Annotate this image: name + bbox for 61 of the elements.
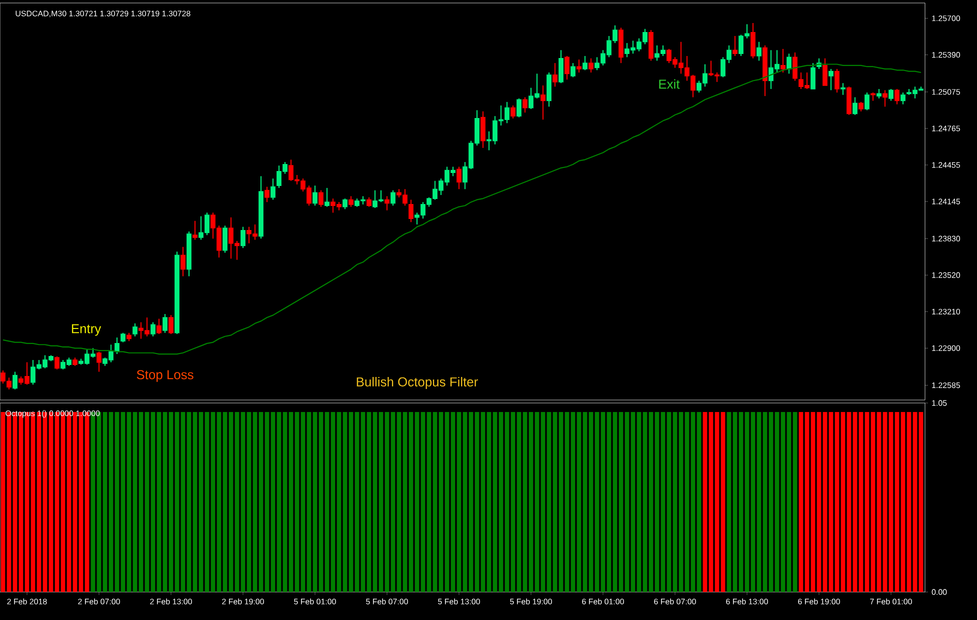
candlestick <box>312 185 318 206</box>
candlestick <box>390 190 396 206</box>
candlestick <box>780 48 786 73</box>
annotation: Entry <box>72 324 102 336</box>
candlestick <box>324 187 330 208</box>
candlestick <box>588 58 594 73</box>
candlestick <box>810 62 816 90</box>
candlestick <box>132 322 138 337</box>
candlestick <box>342 198 348 210</box>
candlestick <box>864 92 870 111</box>
candlestick <box>558 50 564 84</box>
candlestick <box>552 62 558 88</box>
candlestick <box>840 82 846 96</box>
candlestick <box>858 101 864 112</box>
candlestick <box>120 332 126 343</box>
candlestick <box>168 314 174 335</box>
candlestick <box>570 62 576 78</box>
candlestick <box>180 246 186 277</box>
annotation: Exit <box>659 79 680 89</box>
candlestick <box>576 59 582 73</box>
candlestick <box>150 322 156 337</box>
candlestick <box>516 98 522 118</box>
annotation: Stop Loss <box>136 370 194 382</box>
candlestick <box>96 351 102 372</box>
candlestick <box>822 58 828 86</box>
candlestick <box>240 226 246 249</box>
candlestick <box>522 96 528 114</box>
candlestick <box>192 220 198 240</box>
candlestick <box>888 88 894 102</box>
candlestick <box>750 22 756 59</box>
candlestick <box>54 356 60 370</box>
candlestick <box>162 314 168 334</box>
candlestick <box>900 92 906 105</box>
candlestick <box>222 225 228 254</box>
candlestick <box>348 196 354 208</box>
candlestick <box>384 196 390 211</box>
candlestick <box>264 186 270 203</box>
candlestick <box>156 318 162 335</box>
annotation: Bullish Octopus Filter <box>356 376 478 390</box>
candlestick <box>318 190 324 208</box>
candlestick <box>540 84 546 120</box>
candlestick <box>366 196 372 208</box>
candlestick <box>270 178 276 200</box>
candlestick <box>582 56 588 71</box>
candlestick <box>114 337 120 355</box>
candlestick <box>456 166 462 190</box>
candlestick <box>834 68 840 94</box>
candlestick <box>12 371 18 390</box>
candlestick <box>852 96 858 116</box>
candlestick <box>828 68 834 91</box>
candlestick <box>756 41 762 62</box>
candlestick <box>564 56 570 80</box>
candlestick <box>408 199 414 223</box>
candlestick <box>894 88 900 105</box>
candlestick <box>732 35 738 57</box>
candlestick <box>786 53 792 74</box>
candlestick <box>882 90 888 108</box>
candlestick <box>480 110 486 148</box>
candlestick <box>792 52 798 82</box>
candlestick <box>510 104 516 119</box>
candlestick <box>876 88 882 99</box>
